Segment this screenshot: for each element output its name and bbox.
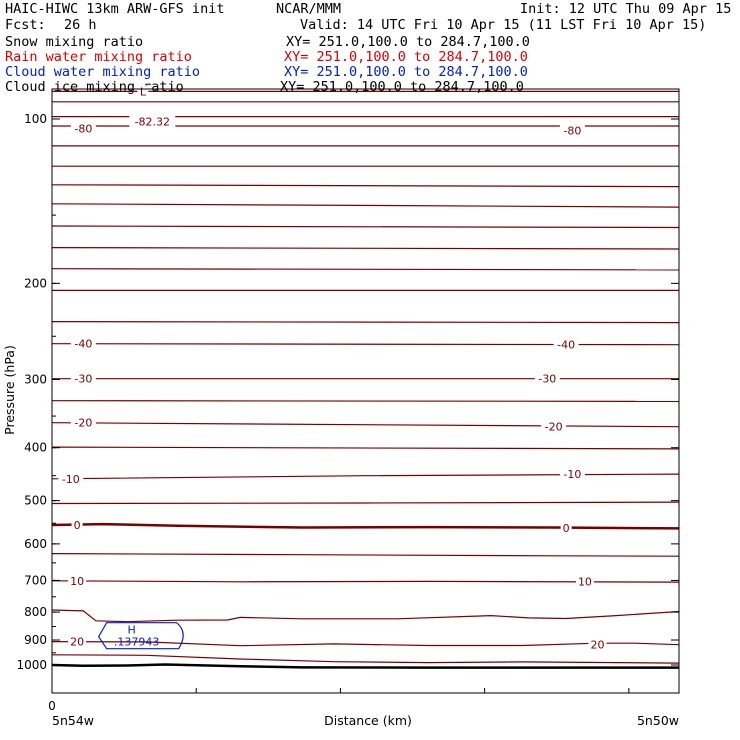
isotherm-line xyxy=(51,473,680,480)
y-axis-label: Pressure (hPa) xyxy=(2,345,17,435)
cloud-water-max-marker: H xyxy=(128,624,136,637)
contour-label-bg xyxy=(70,337,96,350)
x-end-label: 5n50w xyxy=(637,713,679,728)
contour-label-bg xyxy=(137,85,149,98)
isotherm-line xyxy=(51,203,680,208)
contour-label: -20 xyxy=(545,421,563,434)
org-label: NCAR/MMM xyxy=(276,1,342,17)
contour-label-bg xyxy=(58,472,84,485)
isotherm-line xyxy=(51,268,680,271)
field-cloudice-xy: XY= 251.0,100.0 to 284.7,100.0 xyxy=(280,79,524,95)
init-time: Init: 12 UTC Thu 09 Apr 15 xyxy=(520,1,732,17)
isotherm-line xyxy=(51,225,680,229)
isotherm-line xyxy=(51,553,680,557)
contour-label: 10 xyxy=(578,575,592,588)
y-tick-label: 100 xyxy=(24,112,47,126)
field-snow-name: Snow mixing ratio xyxy=(5,34,144,50)
contour-label: -30 xyxy=(74,373,92,386)
y-tick-label: 900 xyxy=(24,633,47,647)
isotherm-line xyxy=(51,663,679,669)
y-tick-label: 500 xyxy=(24,494,47,508)
contour-label: -10 xyxy=(62,473,80,486)
contour-label-bg xyxy=(560,521,572,534)
contour-label: -80 xyxy=(74,122,92,135)
contour-label-bg xyxy=(559,124,585,137)
contour-label: -10 xyxy=(563,468,581,481)
contour-label: L xyxy=(140,85,147,98)
x-axis-ticks xyxy=(51,688,630,693)
y-tick-label: 600 xyxy=(24,537,47,551)
contour-label-bg xyxy=(68,574,87,587)
isotherm-line xyxy=(51,184,680,188)
y-tick-label: 400 xyxy=(24,441,47,455)
isotherm-line xyxy=(51,247,680,250)
contour-label-bg xyxy=(588,638,607,651)
isotherm-line xyxy=(51,400,680,402)
isotherm-line xyxy=(51,446,680,450)
contour-label: -40 xyxy=(74,338,92,351)
isotherm-line xyxy=(51,422,680,428)
contour-label-bg xyxy=(559,468,585,481)
contour-label-bg xyxy=(70,372,96,385)
y-tick-label: 200 xyxy=(24,276,47,290)
x-tick-label-0: 0 xyxy=(48,699,56,713)
contour-label-bg xyxy=(534,372,560,385)
y-tick-label: 800 xyxy=(24,605,47,619)
plot-frame xyxy=(51,88,680,694)
y-tick-label: 1000 xyxy=(16,658,47,672)
isotherm-line xyxy=(51,343,680,346)
contour-label-bg xyxy=(541,420,567,433)
contour-label-bg xyxy=(70,416,96,429)
field-snow-xy: XY= 251.0,100.0 to 284.7,100.0 xyxy=(286,34,530,50)
contour-label-bg xyxy=(575,575,594,588)
contour-label: 20 xyxy=(70,636,84,649)
contour-label: 0 xyxy=(74,519,81,532)
field-rain-name: Rain water mixing ratio xyxy=(5,49,192,65)
isotherm-line xyxy=(51,641,680,647)
isotherm-line xyxy=(51,609,680,623)
contour-label: -20 xyxy=(74,417,92,430)
forecast-hour: 26 h xyxy=(64,17,97,33)
x-axis-label: Distance (km) xyxy=(324,713,412,728)
isotherm-line xyxy=(51,522,680,530)
contour-labels: -80 -82.32 -80 L -40 -40 -30 -30 -20 -20 -10 -10 0 0 1… xyxy=(58,85,607,652)
contour-label: -82.32 xyxy=(135,115,170,128)
contour-label-bg xyxy=(70,122,96,135)
isotherm-line xyxy=(51,501,680,505)
contour-label: 0 xyxy=(563,522,570,535)
contour-label: 10 xyxy=(70,575,84,588)
contour-label: -80 xyxy=(563,125,581,138)
contour-label-bg xyxy=(553,338,579,351)
isotherm-line xyxy=(51,654,680,664)
valid-time: Valid: 14 UTC Fri 10 Apr 15 (11 LST Fri … xyxy=(300,17,707,33)
isotherm-line xyxy=(51,321,680,324)
y-tick-label: 300 xyxy=(24,373,47,387)
contour-label-bg xyxy=(129,115,176,128)
field-rain-xy: XY= 251.0,100.0 to 284.7,100.0 xyxy=(284,49,528,65)
contour-label: -40 xyxy=(557,339,575,352)
contour-label: -30 xyxy=(538,373,556,386)
field-cloudwater-xy: XY= 251.0,100.0 to 284.7,100.0 xyxy=(284,64,528,80)
contour-label-bg xyxy=(71,518,83,531)
field-cloudwater-name: Cloud water mixing ratio xyxy=(5,64,201,80)
forecast-label: Fcst: xyxy=(5,17,46,33)
isotherm-contours xyxy=(51,90,680,669)
isotherm-line xyxy=(51,580,680,583)
cloud-water-contour xyxy=(97,622,184,650)
contour-label-bg xyxy=(68,635,87,648)
cloud-water-max-value: .137943 xyxy=(114,636,160,649)
x-start-label: 5n54w xyxy=(52,713,94,728)
chart-axes xyxy=(51,88,680,694)
y-tick-label: 700 xyxy=(24,573,47,587)
model-title: HAIC-HIWC 13km ARW-GFS init xyxy=(5,1,225,17)
contour-label: 20 xyxy=(590,639,604,652)
field-cloudice-name: Cloud ice mixing ratio xyxy=(5,79,184,95)
